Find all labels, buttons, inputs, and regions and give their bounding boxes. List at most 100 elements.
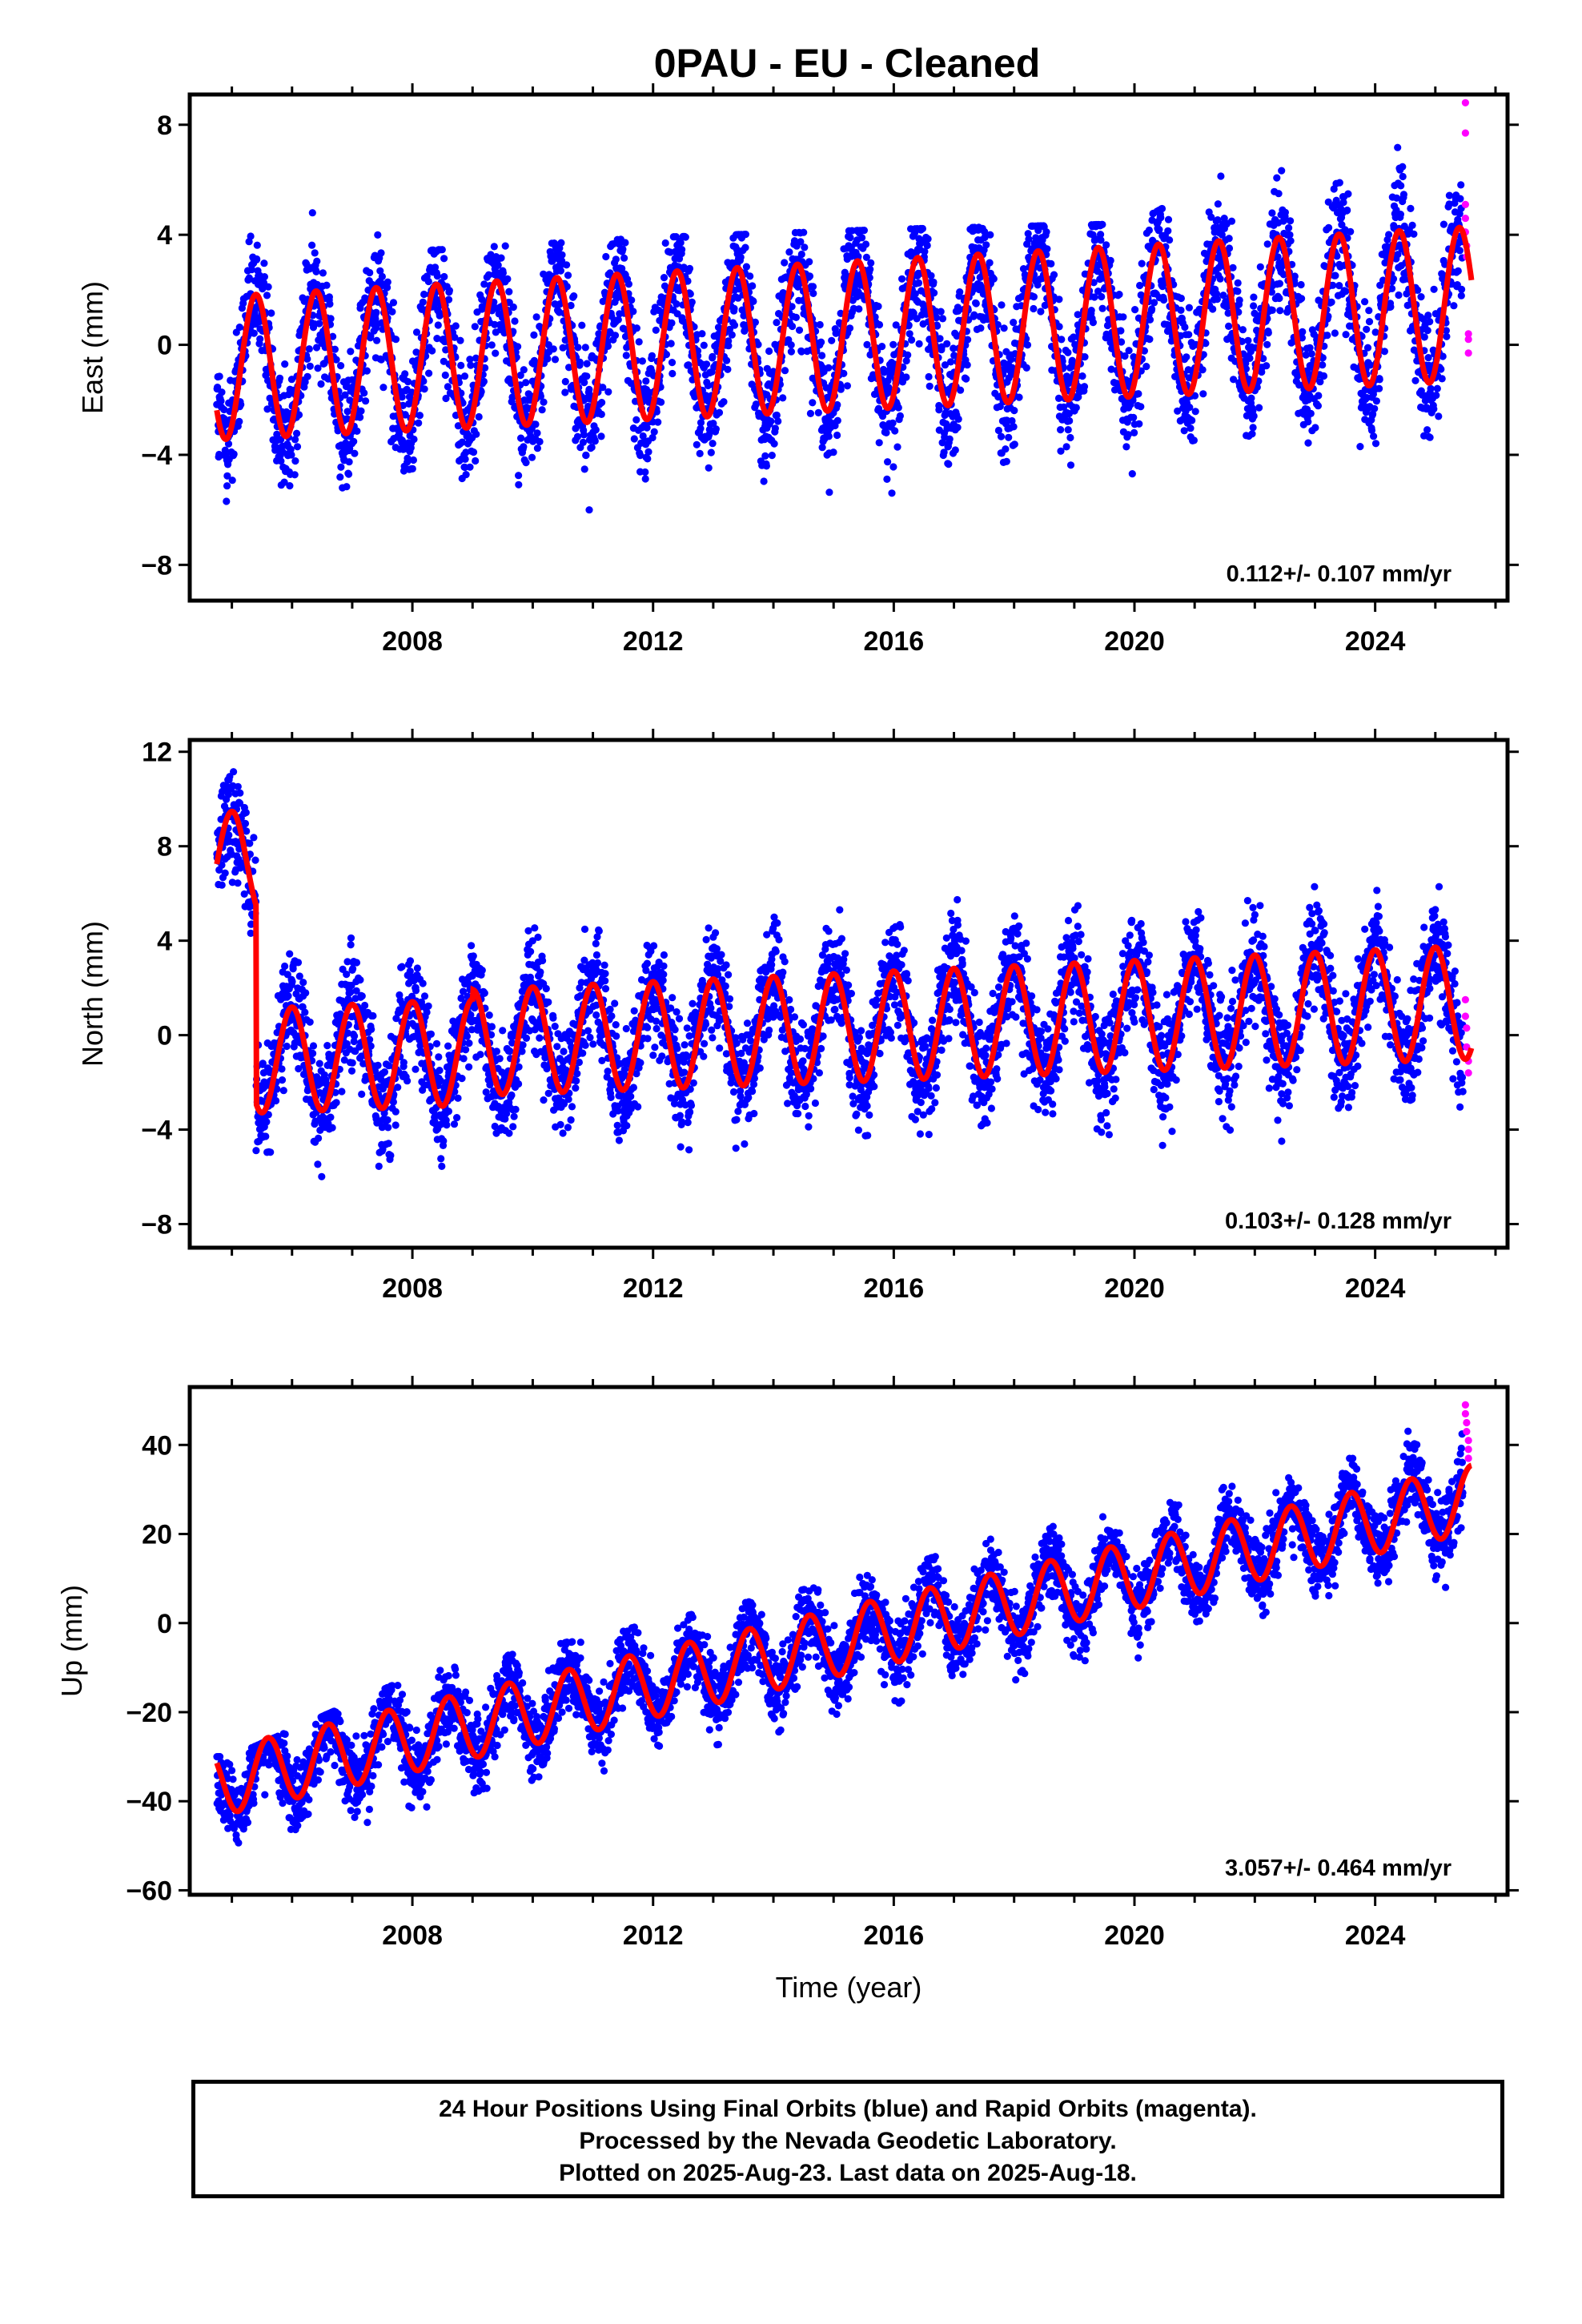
final-orbit-point: [1047, 259, 1055, 267]
final-orbit-point: [318, 1172, 326, 1180]
final-orbit-point: [1246, 354, 1254, 362]
final-orbit-point: [863, 340, 871, 348]
final-orbit-point: [843, 382, 851, 390]
final-orbit-point: [462, 448, 470, 456]
final-orbit-point: [1430, 405, 1438, 413]
final-orbit-point: [858, 234, 866, 242]
final-orbit-point: [499, 269, 508, 277]
final-orbit-point: [875, 439, 883, 447]
final-orbit-point: [990, 275, 998, 283]
final-orbit-point: [933, 314, 941, 322]
final-orbit-point: [461, 455, 469, 464]
final-orbit-point: [977, 324, 985, 332]
final-orbit-point: [471, 323, 479, 331]
final-orbit-point: [1130, 428, 1138, 437]
final-orbit-point: [581, 344, 589, 352]
final-orbit-point: [1148, 305, 1156, 313]
final-orbit-point: [950, 344, 958, 352]
final-orbit-point: [452, 322, 460, 330]
final-orbit-point: [580, 465, 588, 473]
final-orbit-point: [628, 296, 636, 304]
final-orbit-point: [260, 273, 268, 281]
final-orbit-point: [315, 320, 323, 328]
final-orbit-point: [277, 457, 285, 465]
final-orbit-point: [358, 1090, 366, 1098]
final-orbit-point: [472, 430, 480, 438]
final-orbit-point: [404, 378, 412, 386]
final-orbit-point: [1181, 323, 1189, 332]
final-orbit-point: [685, 264, 694, 272]
final-orbit-point: [761, 452, 769, 460]
final-orbit-point: [1235, 296, 1243, 304]
final-orbit-point: [779, 394, 787, 402]
final-orbit-point: [384, 1140, 392, 1148]
final-orbit-point: [1450, 302, 1458, 310]
final-orbit-point: [1439, 220, 1447, 228]
y-tick-label: 4: [157, 220, 172, 251]
final-orbit-point: [533, 444, 542, 452]
final-orbit-point: [1299, 328, 1307, 336]
final-orbit-point: [1248, 430, 1256, 438]
final-orbit-point: [302, 989, 310, 997]
final-orbit-point: [360, 389, 368, 397]
final-orbit-point: [825, 489, 833, 497]
final-orbit-point: [356, 413, 364, 421]
final-orbit-point: [806, 409, 815, 417]
final-orbit-point: [308, 209, 316, 217]
final-orbit-point: [515, 472, 523, 480]
final-orbit-point: [256, 335, 264, 343]
final-orbit-point: [709, 420, 717, 428]
final-orbit-point: [921, 247, 929, 255]
final-orbit-point: [501, 242, 509, 250]
final-orbit-point: [829, 448, 837, 456]
final-orbit-point: [681, 233, 689, 241]
final-orbit-point: [412, 328, 421, 336]
final-orbit-point: [347, 934, 355, 942]
final-orbit-point: [884, 458, 892, 466]
final-orbit-point: [986, 259, 994, 267]
final-orbit-point: [1160, 296, 1168, 304]
final-orbit-point: [1199, 366, 1207, 374]
final-orbit-point: [438, 246, 446, 254]
final-orbit-point: [561, 388, 569, 396]
final-orbit-point: [1342, 287, 1350, 296]
final-orbit-point: [551, 356, 560, 364]
final-orbit-point: [404, 1077, 412, 1085]
final-orbit-point: [957, 386, 965, 394]
final-orbit-point: [667, 340, 675, 348]
final-orbit-point: [480, 377, 488, 385]
final-orbit-point: [279, 1087, 287, 1095]
final-orbit-point: [1122, 443, 1130, 451]
final-orbit-point: [709, 352, 717, 360]
final-orbit-point: [389, 1098, 397, 1106]
final-orbit-point: [1164, 227, 1172, 235]
final-orbit-point: [1010, 319, 1018, 327]
final-orbit-point: [911, 290, 919, 298]
final-orbit-point: [336, 473, 344, 481]
final-orbit-point: [1234, 279, 1242, 287]
final-orbit-point: [648, 352, 656, 360]
final-orbit-point: [488, 341, 496, 349]
final-orbit-point: [1426, 318, 1434, 326]
final-orbit-point: [288, 977, 296, 986]
final-orbit-point: [383, 278, 391, 286]
final-orbit-point: [635, 338, 643, 346]
final-orbit-point: [1250, 302, 1258, 310]
final-orbit-point: [1244, 336, 1252, 344]
final-orbit-point: [1427, 384, 1435, 392]
final-orbit-point: [652, 326, 660, 334]
final-orbit-point: [305, 345, 313, 353]
final-orbit-point: [444, 296, 453, 304]
final-orbit-point: [866, 265, 874, 273]
final-orbit-point: [401, 411, 409, 419]
final-orbit-point: [284, 992, 292, 1000]
final-orbit-point: [469, 448, 478, 456]
final-orbit-point: [494, 261, 502, 269]
final-orbit-point: [926, 382, 934, 390]
final-orbit-point: [1347, 227, 1355, 235]
final-orbit-point: [228, 476, 236, 485]
final-orbit-point: [1424, 312, 1432, 320]
final-orbit-point: [837, 385, 845, 393]
final-orbit-point: [585, 385, 593, 393]
final-orbit-point: [1064, 426, 1072, 434]
